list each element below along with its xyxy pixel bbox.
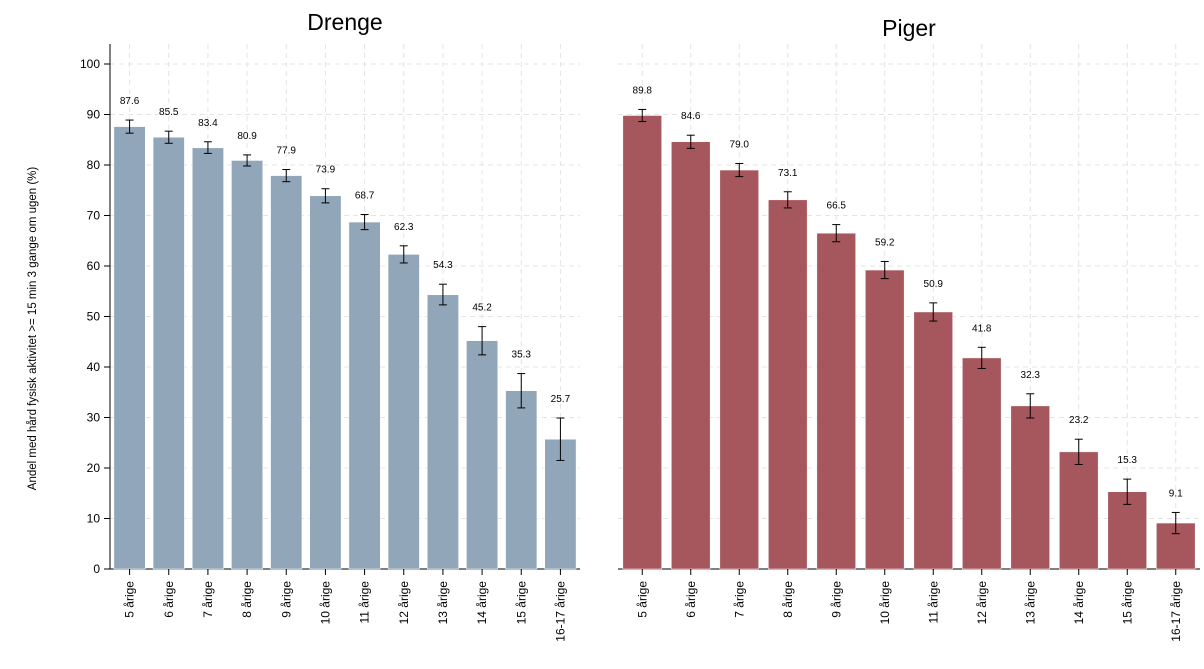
panel-title: Drenge xyxy=(307,9,382,35)
x-category-label: 16-17 årige xyxy=(1169,581,1183,642)
data-label: 59.2 xyxy=(875,237,895,248)
data-label: 89.8 xyxy=(633,85,653,96)
bar xyxy=(270,175,303,570)
x-category-label: 12 årige xyxy=(975,581,989,625)
x-category-label: 15 årige xyxy=(1120,581,1134,625)
x-category-label: 6 årige xyxy=(684,581,698,618)
bar xyxy=(865,269,905,570)
data-label: 77.9 xyxy=(277,146,297,157)
x-category-label: 5 årige xyxy=(123,581,137,618)
y-tick-label: 60 xyxy=(87,259,101,273)
x-category-label: 11 årige xyxy=(926,581,940,624)
bar xyxy=(113,126,146,570)
bar xyxy=(231,160,264,570)
data-label: 62.3 xyxy=(394,222,414,233)
bar xyxy=(719,169,759,570)
panel-title: Piger xyxy=(882,15,936,41)
y-tick-label: 70 xyxy=(87,209,101,223)
y-tick-label: 20 xyxy=(87,461,101,475)
data-label: 32.3 xyxy=(1021,370,1041,381)
bar xyxy=(192,147,224,570)
x-category-label: 6 årige xyxy=(162,581,176,618)
x-category-label: 14 årige xyxy=(1072,581,1086,625)
bar xyxy=(671,141,711,570)
data-label: 45.2 xyxy=(472,303,492,314)
bar xyxy=(913,311,953,570)
y-tick-label: 80 xyxy=(87,158,101,172)
x-category-label: 10 årige xyxy=(878,581,892,625)
data-label: 73.9 xyxy=(316,165,336,176)
data-label: 68.7 xyxy=(355,190,375,201)
bar xyxy=(1059,451,1099,570)
bar xyxy=(348,221,381,570)
data-label: 66.5 xyxy=(827,201,847,212)
data-label: 84.6 xyxy=(681,111,701,122)
bar xyxy=(816,232,856,570)
data-label: 83.4 xyxy=(198,118,218,129)
bar xyxy=(768,199,808,570)
y-tick-label: 50 xyxy=(87,310,101,324)
data-label: 54.3 xyxy=(433,260,453,271)
data-label: 80.9 xyxy=(237,131,257,142)
data-label: 85.5 xyxy=(159,107,179,118)
data-label: 9.1 xyxy=(1169,488,1183,499)
data-label: 35.3 xyxy=(512,350,532,361)
x-category-label: 10 årige xyxy=(318,581,332,625)
data-label: 73.1 xyxy=(778,168,798,179)
x-category-label: 11 årige xyxy=(358,581,372,624)
data-label: 15.3 xyxy=(1118,455,1138,466)
data-label: 41.8 xyxy=(972,323,992,334)
bar xyxy=(427,294,459,570)
x-category-label: 8 årige xyxy=(240,581,254,618)
bar xyxy=(622,115,662,570)
x-category-label: 8 årige xyxy=(781,581,795,618)
x-category-label: 13 årige xyxy=(436,581,450,625)
data-label: 25.7 xyxy=(551,394,571,405)
bar xyxy=(505,390,538,570)
y-tick-label: 40 xyxy=(87,360,101,374)
y-tick-label: 90 xyxy=(87,108,101,122)
x-category-label: 13 årige xyxy=(1023,581,1037,625)
y-tick-label: 100 xyxy=(80,57,100,71)
x-category-label: 12 årige xyxy=(397,581,411,625)
bar xyxy=(1010,405,1050,570)
x-category-label: 7 årige xyxy=(201,581,215,618)
x-category-label: 9 årige xyxy=(829,581,843,618)
y-tick-label: 0 xyxy=(93,562,100,576)
data-label: 79.0 xyxy=(730,139,750,150)
x-category-label: 7 årige xyxy=(732,581,746,618)
y-tick-label: 30 xyxy=(87,411,101,425)
bar xyxy=(309,195,342,570)
x-category-label: 5 årige xyxy=(635,581,649,618)
bar xyxy=(387,254,420,570)
data-label: 23.2 xyxy=(1069,415,1089,426)
bar xyxy=(152,136,185,570)
x-category-label: 16-17 årige xyxy=(553,581,567,642)
y-axis-label: Andel med hård fysisk aktivitet >= 15 mi… xyxy=(27,167,39,491)
x-category-label: 15 årige xyxy=(514,581,528,625)
bar xyxy=(962,357,1002,570)
x-category-label: 9 årige xyxy=(279,581,293,618)
data-label: 50.9 xyxy=(924,279,944,290)
y-tick-label: 10 xyxy=(87,512,101,526)
data-label: 87.6 xyxy=(120,96,140,107)
bar xyxy=(466,340,498,570)
x-category-label: 14 årige xyxy=(475,581,489,625)
